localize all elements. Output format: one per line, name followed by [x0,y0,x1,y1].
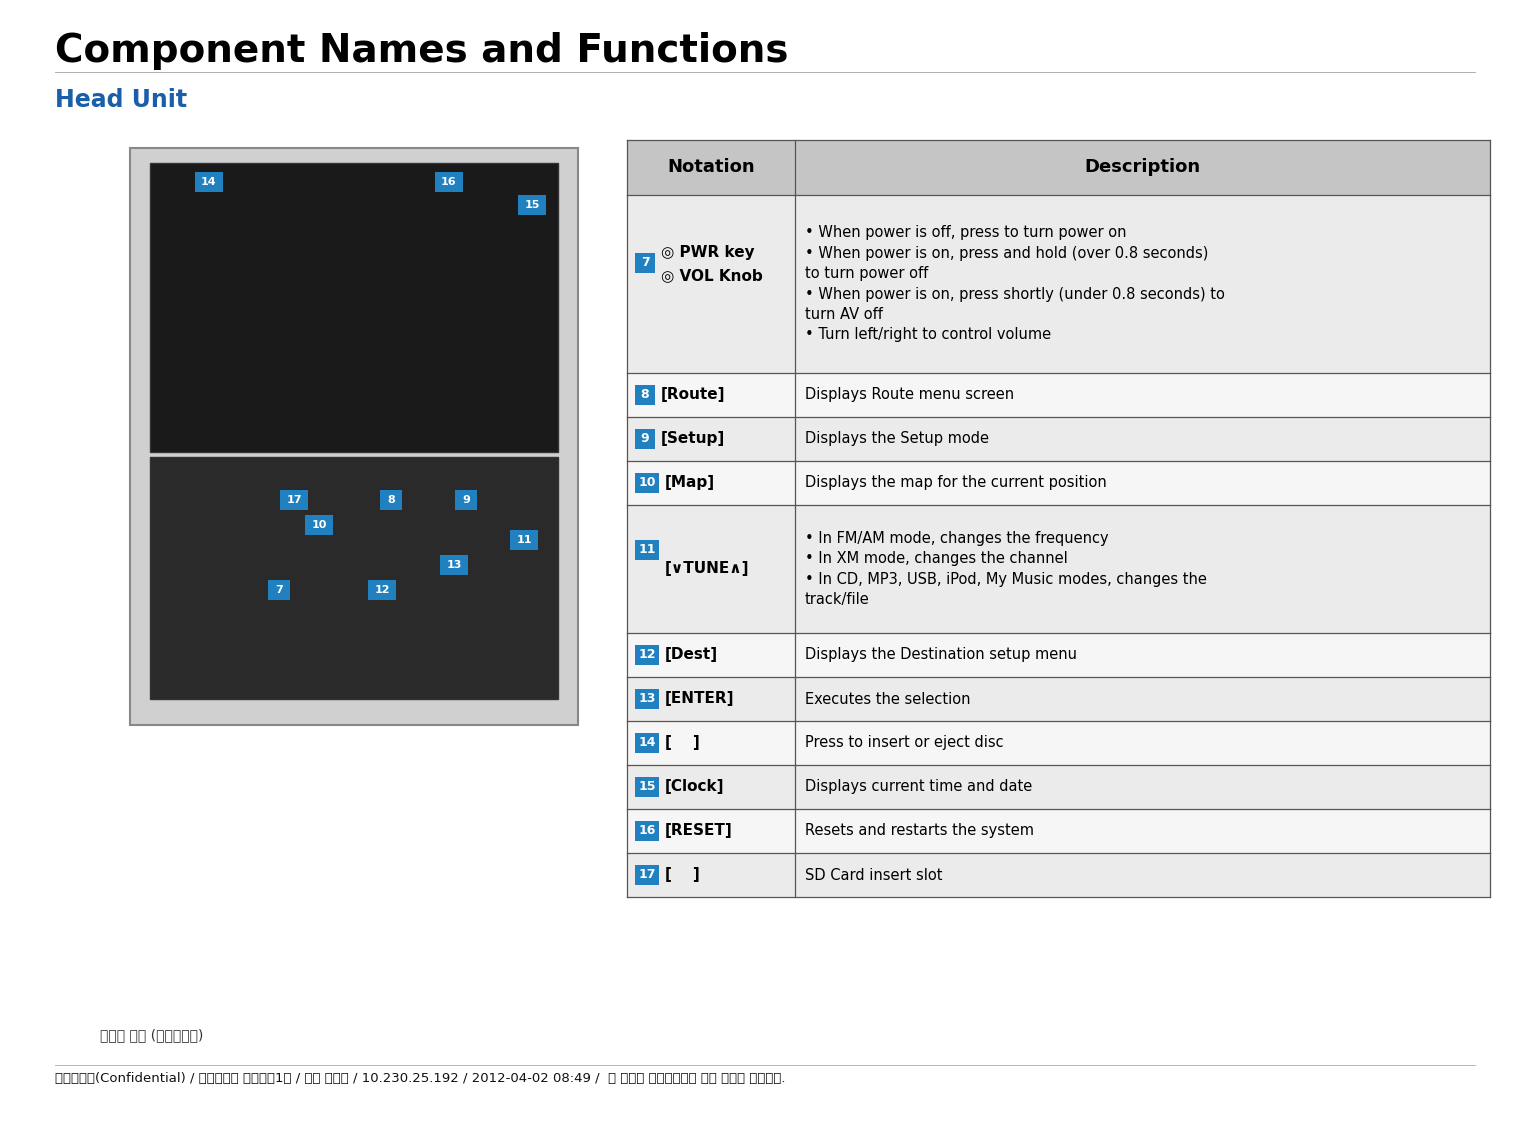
Text: 17: 17 [286,495,301,505]
Text: [Map]: [Map] [665,476,715,490]
Bar [635,252,654,273]
Text: [    ]: [ ] [665,868,700,882]
Text: [Route]: [Route] [661,388,726,402]
Text: Description: Description [1085,159,1200,177]
Text: 14: 14 [638,737,656,749]
Bar [627,505,1489,633]
Bar [627,195,1489,373]
Bar [635,429,654,449]
Bar [518,195,545,215]
Bar [511,530,538,550]
Text: [Clock]: [Clock] [665,780,724,795]
Text: 11: 11 [638,543,656,557]
Bar [627,417,1489,461]
Bar [635,866,659,885]
Text: 14: 14 [201,177,217,187]
Bar [150,163,558,452]
Bar [627,461,1489,505]
Text: 페이지 번호 (좌측페이지): 페이지 번호 (좌측페이지) [100,1028,203,1042]
Bar [635,820,659,841]
Text: 11: 11 [517,535,532,545]
Text: 대외비문서(Confidential) / 현대모비스 멀티설계1팀 / 과장 장기한 / 10.230.25.192 / 2012-04-02 08:49 /: 대외비문서(Confidential) / 현대모비스 멀티설계1팀 / 과장 … [55,1072,785,1085]
Text: • When power is off, press to turn power on
• When power is on, press and hold (: • When power is off, press to turn power… [804,225,1224,343]
Bar [627,633,1489,677]
Bar [368,580,395,600]
Bar [635,540,659,560]
Text: [∨TUNE∧]: [∨TUNE∧] [665,561,750,577]
Text: 16: 16 [638,825,656,837]
Text: 9: 9 [641,433,650,445]
Text: [Setup]: [Setup] [661,432,726,446]
Text: ◎ PWR key: ◎ PWR key [661,246,754,260]
Text: Displays Route menu screen: Displays Route menu screen [804,388,1014,402]
Text: Head Unit: Head Unit [55,88,188,112]
Bar [627,853,1489,897]
Text: Displays current time and date: Displays current time and date [804,780,1032,795]
Text: Press to insert or eject disc: Press to insert or eject disc [804,736,1003,751]
Bar [130,148,579,725]
Text: Executes the selection: Executes the selection [804,692,971,707]
Bar [439,554,468,575]
Bar [150,456,558,699]
Text: 10: 10 [311,520,327,530]
Bar [380,490,401,511]
Text: ◎ VOL Knob: ◎ VOL Knob [661,268,762,283]
Text: Displays the map for the current position: Displays the map for the current positio… [804,476,1107,490]
Text: [RESET]: [RESET] [665,824,733,838]
Bar [268,580,289,600]
Text: 8: 8 [641,389,650,401]
Text: [ENTER]: [ENTER] [665,692,735,707]
Bar [627,373,1489,417]
Text: Displays the Setup mode: Displays the Setup mode [804,432,989,446]
Text: Displays the Destination setup menu: Displays the Destination setup menu [804,648,1077,663]
Bar [635,473,659,492]
Text: 16: 16 [441,177,458,187]
Bar [627,809,1489,853]
Bar [195,172,223,192]
Bar [435,172,464,192]
Bar [305,515,333,535]
Text: SD Card insert slot: SD Card insert slot [804,868,942,882]
Text: Notation: Notation [667,159,754,177]
Bar [627,765,1489,809]
Bar [635,689,659,709]
Text: 8: 8 [388,495,395,505]
Bar [627,677,1489,721]
Text: 12: 12 [638,648,656,662]
Bar [635,385,654,405]
Text: Resets and restarts the system: Resets and restarts the system [804,824,1035,838]
Text: 10: 10 [638,477,656,489]
Bar [635,733,659,753]
Text: 12: 12 [374,585,389,595]
Text: 17: 17 [638,869,656,881]
Text: 7: 7 [641,256,650,269]
Text: • In FM/AM mode, changes the frequency
• In XM mode, changes the channel
• In CD: • In FM/AM mode, changes the frequency •… [804,531,1207,607]
Bar [635,645,659,665]
Text: 13: 13 [447,560,462,570]
Text: 7: 7 [276,585,283,595]
Text: 15: 15 [524,199,539,210]
Bar [280,490,308,511]
Text: Component Names and Functions: Component Names and Functions [55,32,788,70]
Bar [627,140,1489,195]
Text: 13: 13 [638,692,656,706]
Bar [454,490,477,511]
Text: [    ]: [ ] [665,736,700,751]
Text: [Dest]: [Dest] [665,648,718,663]
Text: 9: 9 [462,495,470,505]
Bar [627,721,1489,765]
Bar [635,777,659,797]
Text: 15: 15 [638,781,656,793]
